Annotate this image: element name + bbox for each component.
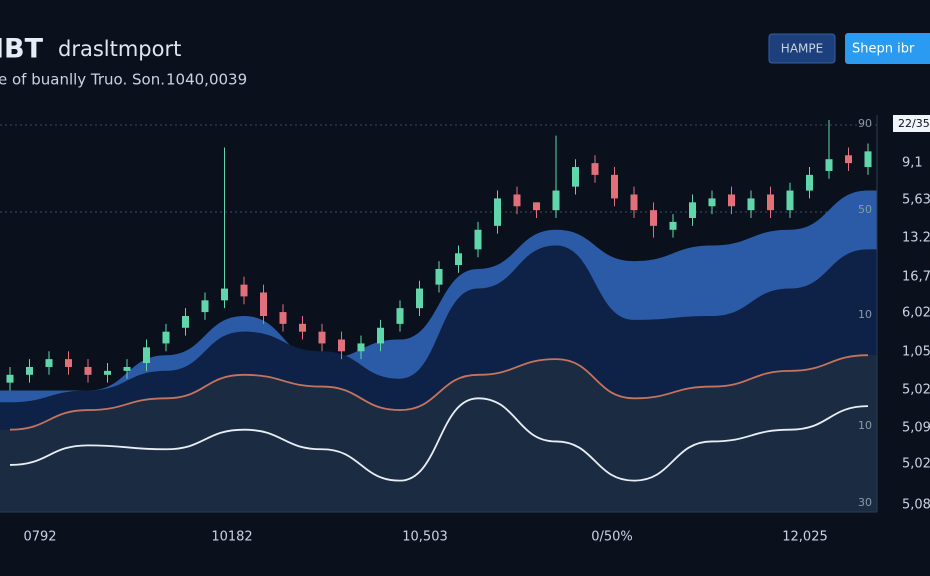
- candle-body: [26, 366, 33, 375]
- candle-body: [6, 374, 14, 383]
- candle-body: [611, 174, 618, 199]
- axis-label: 30: [858, 496, 872, 509]
- candle-body: [318, 331, 326, 344]
- candle-body: [299, 323, 306, 332]
- candle-body: [845, 155, 852, 164]
- candle-body: [689, 202, 696, 218]
- candle-body: [45, 359, 53, 367]
- candle-body: [357, 343, 365, 352]
- axis-label: 10: [858, 419, 872, 432]
- candle-body: [767, 194, 774, 211]
- button-label[interactable]: HAMPE: [781, 42, 823, 56]
- candle-body: [123, 366, 131, 371]
- price-box: [893, 115, 930, 132]
- x-label: 10182: [211, 530, 252, 545]
- axis-label: 9,1: [902, 156, 923, 171]
- candle-body: [279, 312, 287, 324]
- axis-label: 13.2: [902, 231, 930, 246]
- axis-label: 1,05: [902, 345, 930, 360]
- subtitle-value: 1040,0039: [166, 71, 247, 89]
- candle-body: [513, 194, 521, 207]
- axis-label: 5,02: [902, 383, 930, 398]
- candle-body: [786, 190, 794, 211]
- title: drasltmport: [58, 37, 181, 61]
- button[interactable]: [768, 33, 836, 64]
- candle-body: [260, 292, 267, 316]
- candle-body: [182, 316, 189, 328]
- line: [9, 354, 869, 431]
- candle-body: [650, 210, 657, 226]
- candle-body: [747, 198, 755, 211]
- candle-body: [221, 288, 228, 301]
- candle-body: [572, 167, 579, 187]
- candle-body: [806, 174, 813, 191]
- axis-label: 5,09: [902, 421, 930, 436]
- button[interactable]: [845, 33, 930, 64]
- axis-label: 6,02: [902, 306, 930, 321]
- candle-body: [825, 159, 833, 171]
- candle-body: [728, 194, 735, 207]
- axis-label: 16,7: [902, 270, 930, 285]
- plot: [0, 120, 877, 512]
- candle-body: [669, 221, 677, 230]
- candle-body: [65, 359, 72, 367]
- axis-label: 5,02: [902, 457, 930, 472]
- price-box-label: 22/35: [898, 117, 930, 130]
- candle-body: [864, 151, 872, 168]
- button-label[interactable]: Shepn ibr: [852, 42, 915, 57]
- candle-body: [104, 370, 111, 375]
- candle-body: [552, 190, 560, 211]
- candle-body: [143, 347, 150, 364]
- candle-body: [240, 284, 248, 297]
- candle-body: [396, 308, 404, 324]
- x-label: 0792: [23, 530, 56, 545]
- candle-body: [162, 331, 170, 344]
- area: [0, 355, 877, 512]
- candle-body: [474, 229, 482, 250]
- candle-body: [338, 339, 345, 352]
- candle-body: [494, 198, 501, 226]
- title-code: IBT: [0, 34, 44, 65]
- x-label: 0/50%: [591, 530, 633, 545]
- axis-label: 5,08: [902, 498, 930, 513]
- candle-body: [533, 202, 540, 211]
- candle-body: [455, 253, 462, 266]
- candle-body: [201, 300, 209, 313]
- candle-body: [591, 163, 599, 175]
- candle-body: [84, 366, 92, 375]
- axis-label: 10: [858, 308, 872, 321]
- axis-label: 50: [858, 203, 872, 216]
- candle-body: [708, 198, 716, 207]
- x-label: 12,025: [782, 530, 828, 545]
- axis-label: 5,63: [902, 193, 930, 208]
- axis-label: 90: [858, 117, 872, 130]
- line: [9, 397, 869, 482]
- x-label: 10,503: [402, 530, 448, 545]
- candle-body: [416, 288, 423, 309]
- candle-body: [630, 194, 638, 211]
- candle-body: [435, 268, 443, 285]
- subtitle: e of buanlly Truo. Son.: [0, 71, 165, 89]
- candle-body: [377, 327, 384, 344]
